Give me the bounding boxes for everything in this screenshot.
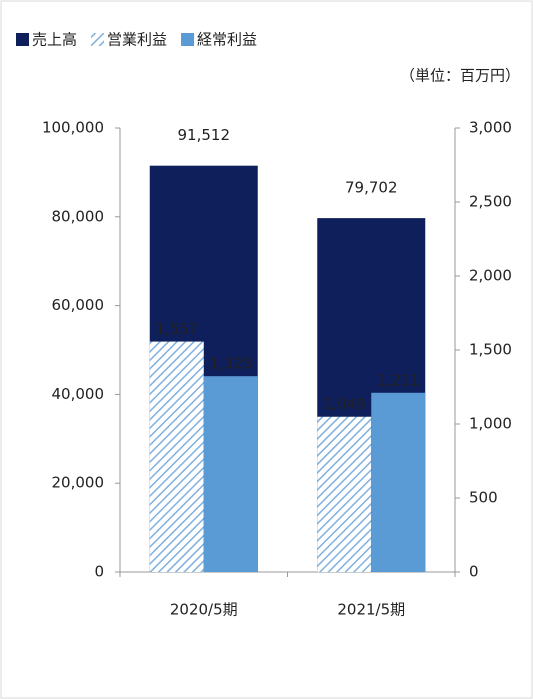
y-tick-label: 100,000	[42, 119, 104, 137]
bar	[149, 341, 204, 572]
y-tick-label: 20,000	[52, 474, 105, 492]
x-tick-label: 2020/5期	[170, 601, 238, 619]
y-tick-label: 0	[94, 563, 104, 581]
legend-swatch	[91, 33, 105, 46]
value-label: 91,512	[178, 126, 231, 144]
value-label: 1,211	[377, 371, 420, 389]
y2-tick-label: 3,000	[469, 119, 512, 137]
value-label: 79,702	[345, 179, 398, 197]
y2-tick-label: 1,500	[469, 341, 512, 359]
value-label: 1,049	[323, 395, 366, 413]
y2-tick-label: 500	[469, 489, 498, 507]
y2-tick-label: 0	[469, 563, 479, 581]
legend-label: 売上高	[32, 31, 77, 49]
value-label: 1,323	[209, 355, 252, 373]
y-tick-label: 80,000	[52, 207, 105, 225]
legend-swatch	[16, 33, 29, 46]
value-label: 1,557	[155, 320, 198, 338]
y-tick-label: 40,000	[52, 385, 105, 403]
y2-tick-label: 2,500	[469, 193, 512, 211]
y2-tick-label: 2,000	[469, 267, 512, 285]
bar	[203, 376, 258, 572]
y2-tick-label: 1,000	[469, 415, 512, 433]
legend-swatch	[181, 33, 195, 46]
unit-note: （単位：百万円）	[400, 67, 520, 85]
bar	[317, 416, 372, 572]
y-tick-label: 60,000	[52, 296, 105, 314]
x-tick-label: 2021/5期	[337, 601, 405, 619]
legend-label: 経常利益	[197, 31, 257, 49]
bar	[371, 392, 426, 572]
legend-label: 営業利益	[107, 31, 167, 49]
